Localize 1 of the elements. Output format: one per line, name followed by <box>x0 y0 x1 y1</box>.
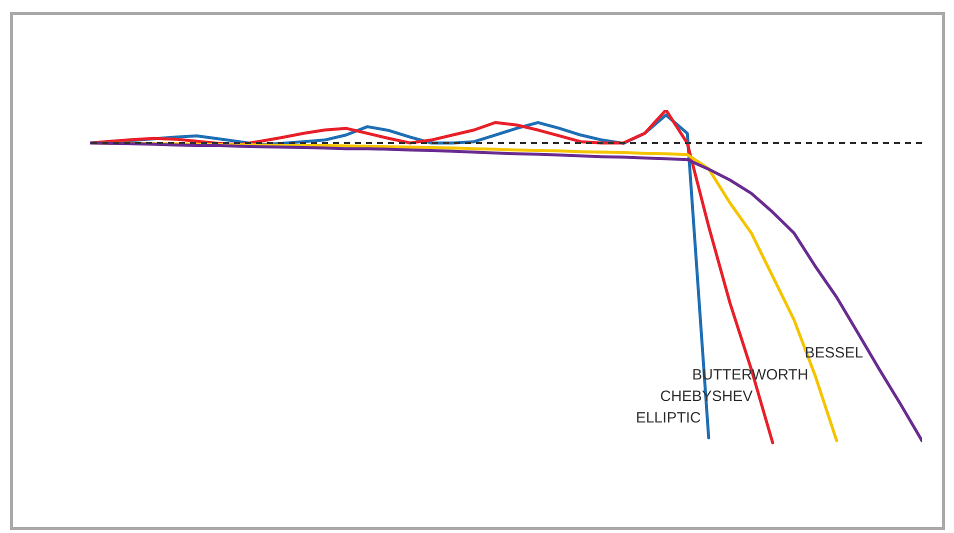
series-label: ELLIPTIC <box>636 410 702 427</box>
